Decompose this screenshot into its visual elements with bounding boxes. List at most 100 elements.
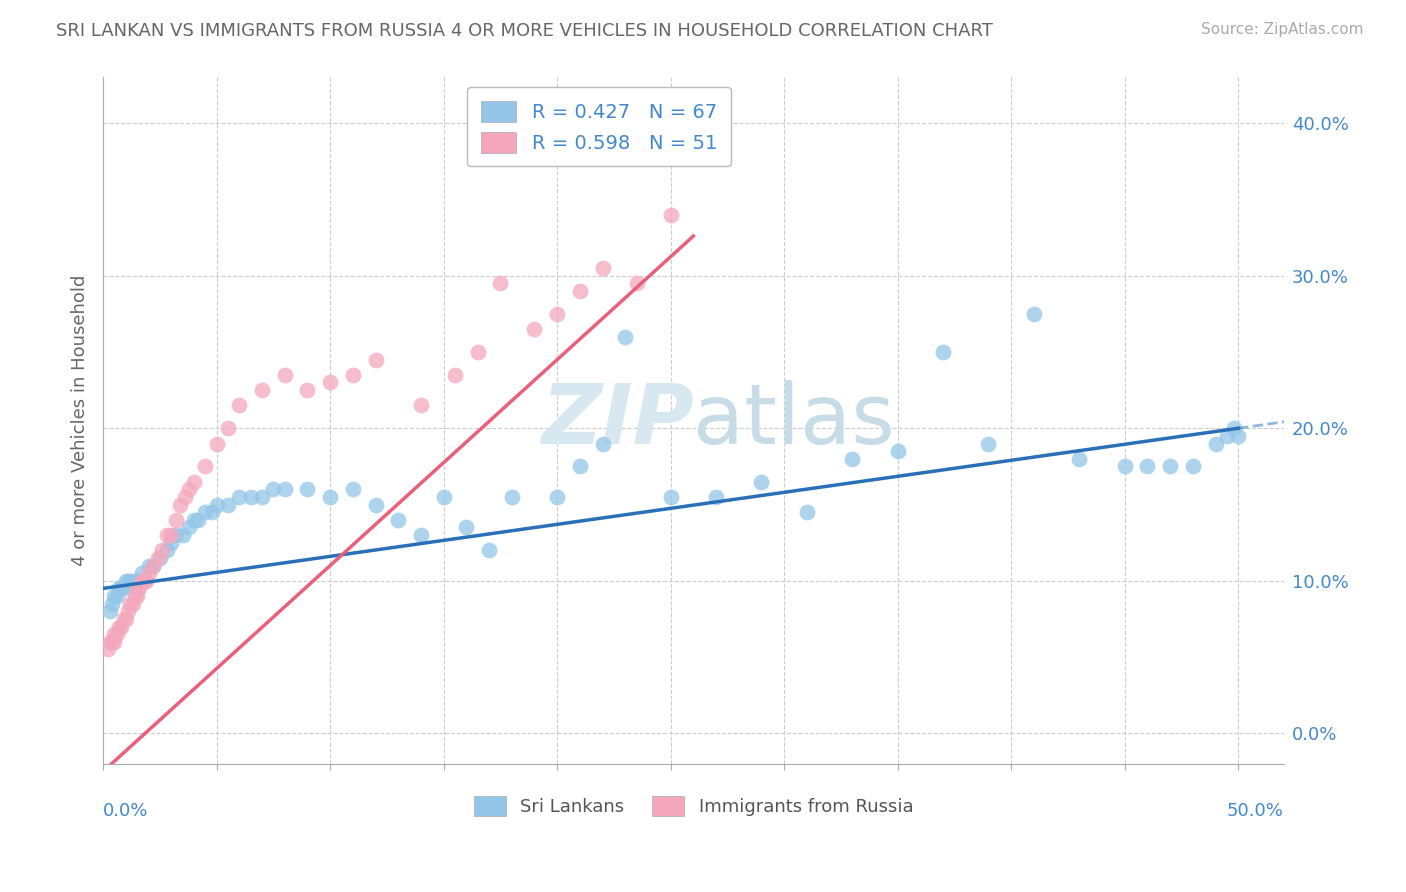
Point	[342, 368, 364, 382]
Point	[1227, 429, 1250, 443]
Point	[614, 330, 637, 344]
Point	[444, 368, 467, 382]
Point	[433, 490, 456, 504]
Point	[546, 307, 568, 321]
Text: SRI LANKAN VS IMMIGRANTS FROM RUSSIA 4 OR MORE VEHICLES IN HOUSEHOLD CORRELATION: SRI LANKAN VS IMMIGRANTS FROM RUSSIA 4 O…	[56, 22, 993, 40]
Point	[149, 550, 172, 565]
Point	[156, 543, 179, 558]
Point	[124, 574, 146, 588]
Point	[217, 498, 239, 512]
Point	[183, 475, 205, 489]
Point	[239, 490, 262, 504]
Point	[110, 582, 132, 596]
Point	[101, 597, 124, 611]
Point	[205, 498, 228, 512]
Point	[592, 261, 614, 276]
Point	[138, 558, 160, 573]
Point	[169, 498, 191, 512]
Point	[546, 490, 568, 504]
Point	[132, 574, 155, 588]
Point	[228, 398, 250, 412]
Point	[1114, 459, 1136, 474]
Point	[131, 566, 153, 581]
Point	[1136, 459, 1159, 474]
Point	[160, 528, 183, 542]
Point	[751, 475, 773, 489]
Point	[117, 574, 139, 588]
Point	[160, 535, 183, 549]
Point	[977, 436, 1000, 450]
Point	[319, 490, 342, 504]
Point	[124, 589, 146, 603]
Point	[101, 635, 124, 649]
Text: Source: ZipAtlas.com: Source: ZipAtlas.com	[1201, 22, 1364, 37]
Point	[319, 376, 342, 390]
Point	[173, 490, 195, 504]
Point	[117, 604, 139, 618]
Point	[274, 483, 297, 497]
Point	[121, 597, 143, 611]
Point	[262, 483, 284, 497]
Point	[1181, 459, 1204, 474]
Point	[127, 589, 149, 603]
Point	[342, 483, 364, 497]
Point	[626, 277, 648, 291]
Point	[1159, 459, 1181, 474]
Point	[568, 459, 591, 474]
Point	[568, 284, 591, 298]
Point	[98, 635, 121, 649]
Point	[841, 451, 863, 466]
Point	[659, 490, 682, 504]
Point	[932, 345, 955, 359]
Point	[110, 619, 132, 633]
Text: ZIP: ZIP	[541, 380, 693, 461]
Point	[1205, 436, 1227, 450]
Point	[108, 619, 131, 633]
Point	[387, 513, 409, 527]
Point	[194, 505, 217, 519]
Point	[489, 277, 512, 291]
Point	[127, 574, 149, 588]
Point	[187, 513, 209, 527]
Point	[142, 558, 165, 573]
Point	[478, 543, 501, 558]
Point	[409, 398, 432, 412]
Point	[128, 574, 150, 588]
Point	[1222, 421, 1244, 435]
Point	[156, 528, 179, 542]
Point	[409, 528, 432, 542]
Point	[796, 505, 818, 519]
Point	[228, 490, 250, 504]
Point	[592, 436, 614, 450]
Point	[250, 490, 273, 504]
Point	[128, 582, 150, 596]
Point	[1022, 307, 1045, 321]
Point	[183, 513, 205, 527]
Point	[659, 208, 682, 222]
Point	[146, 550, 169, 565]
Point	[456, 520, 478, 534]
Point	[179, 483, 201, 497]
Point	[165, 513, 187, 527]
Point	[150, 543, 173, 558]
Point	[112, 612, 135, 626]
Point	[105, 627, 128, 641]
Point	[103, 589, 125, 603]
Point	[364, 352, 387, 367]
Point	[114, 612, 136, 626]
Point	[201, 505, 224, 519]
Point	[97, 642, 120, 657]
Text: 0.0%: 0.0%	[103, 802, 149, 820]
Point	[112, 582, 135, 596]
Text: 50.0%: 50.0%	[1227, 802, 1284, 820]
Point	[250, 383, 273, 397]
Y-axis label: 4 or more Vehicles in Household: 4 or more Vehicles in Household	[72, 275, 89, 566]
Point	[103, 635, 125, 649]
Point	[364, 498, 387, 512]
Point	[274, 368, 297, 382]
Point	[217, 421, 239, 435]
Point	[501, 490, 523, 504]
Point	[103, 627, 125, 641]
Point	[205, 436, 228, 450]
Point	[179, 520, 201, 534]
